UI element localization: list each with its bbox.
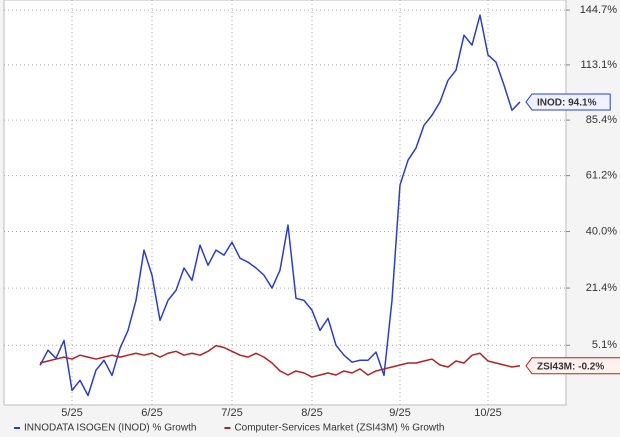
y-tick-label: 113.1%: [581, 59, 618, 71]
line: [39, 344, 521, 378]
x-tick-label: 8/25: [301, 407, 322, 419]
callout-box: [525, 357, 620, 375]
y-tick-label: 40.0%: [586, 225, 617, 237]
x-tick-label: 10/25: [474, 407, 502, 419]
plot-area: [3, 0, 567, 406]
y-tick-label: 21.4%: [586, 282, 617, 294]
legend-label: INNODATA ISOGEN (INOD) % Growth: [24, 423, 196, 434]
legend-label: Computer-Services Market (ZSI43M) % Grow…: [234, 423, 444, 434]
callout-box: [525, 93, 611, 111]
x-tick-label: 6/25: [141, 407, 162, 419]
x-tick-label: 7/25: [221, 407, 242, 419]
callout-label: INOD: 94.1%: [537, 98, 597, 109]
y-tick-label: 85.4%: [586, 114, 617, 126]
callout-label: ZSI43M: -0.2%: [537, 361, 604, 372]
y-tick-label: 61.2%: [586, 170, 617, 182]
y-tick-label: 144.7%: [580, 4, 618, 16]
y-tick-label: 5.1%: [592, 339, 617, 351]
x-tick-label: 9/25: [389, 407, 410, 419]
x-tick-label: 5/25: [61, 407, 82, 419]
line: [39, 14, 521, 397]
